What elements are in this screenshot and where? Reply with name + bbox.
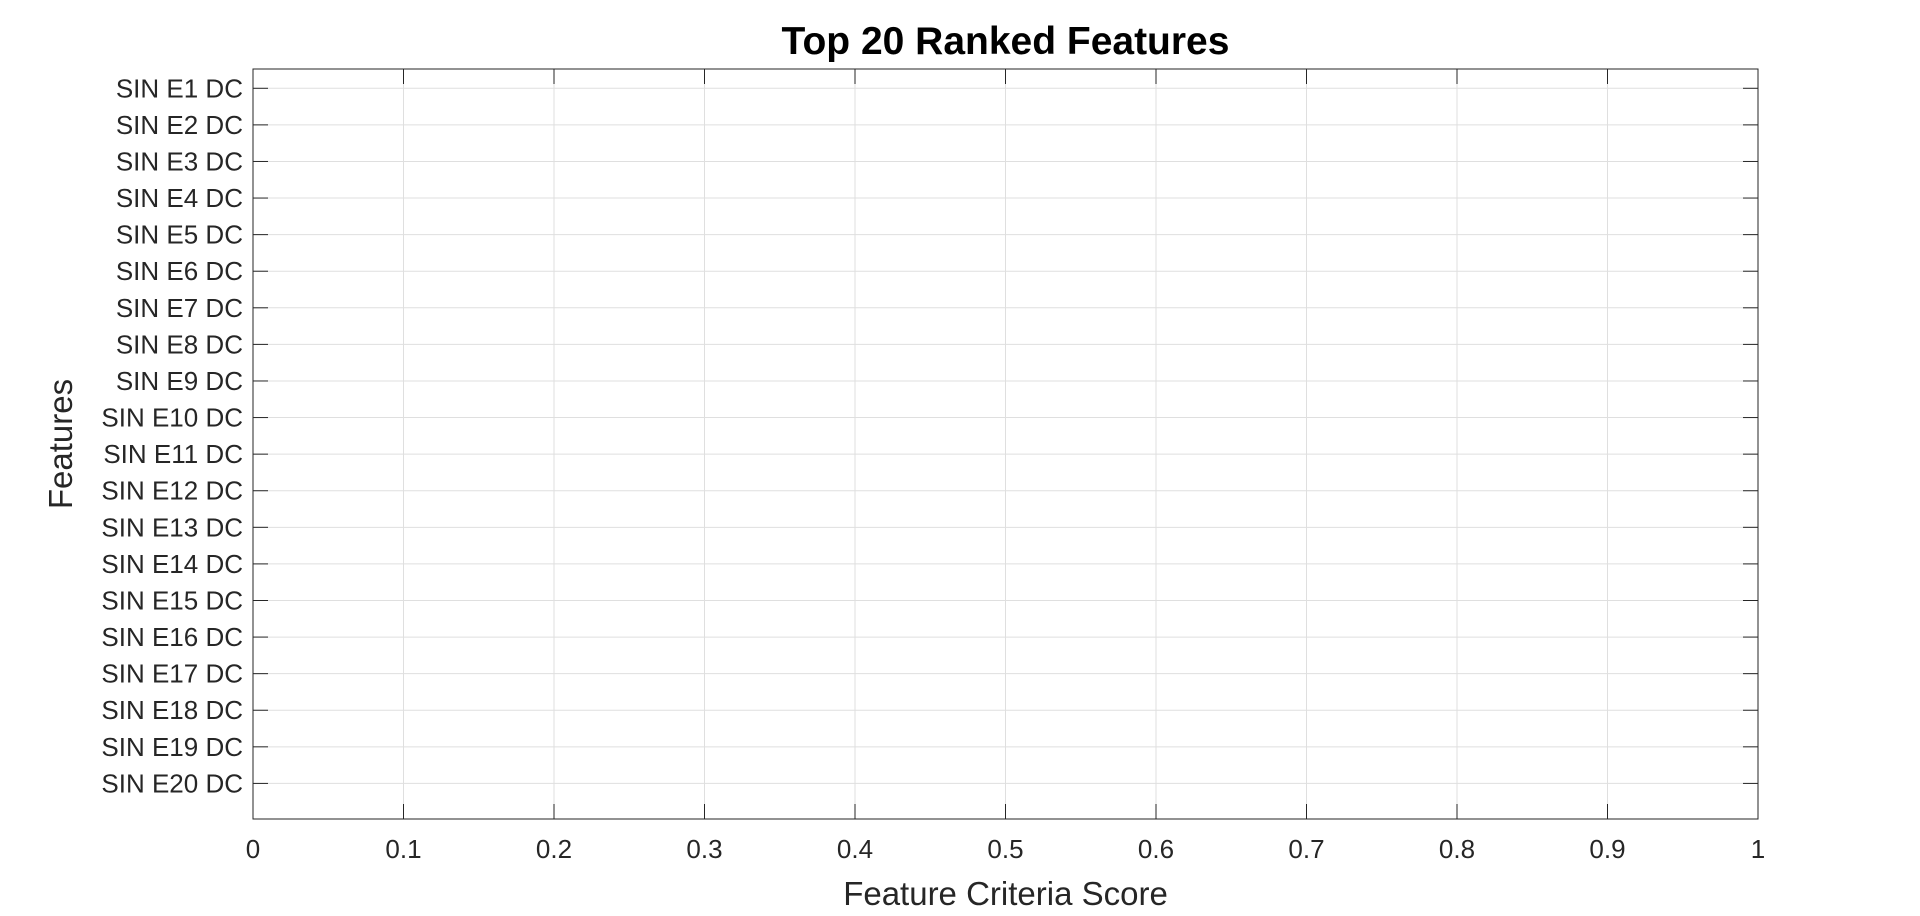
x-tick-label: 0.2 xyxy=(536,834,572,864)
x-axis-label: Feature Criteria Score xyxy=(843,875,1168,911)
y-tick-label: SIN E11 DC xyxy=(103,439,243,469)
y-tick-label: SIN E1 DC xyxy=(116,73,243,103)
x-tick-label: 0.5 xyxy=(987,834,1023,864)
y-tick-label: SIN E14 DC xyxy=(101,549,243,579)
y-tick-labels: SIN E1 DC SIN E2 DC SIN E3 DC SIN E4 DC SIN … xyxy=(101,73,243,798)
x-tick-label: 0.3 xyxy=(686,834,722,864)
y-tick-label: SIN E13 DC xyxy=(101,512,243,542)
y-tick-label: SIN E10 DC xyxy=(101,403,243,433)
y-tick-label: SIN E19 DC xyxy=(101,732,243,762)
x-tick-label: 0.7 xyxy=(1288,834,1324,864)
y-tick-label: SIN E16 DC xyxy=(101,622,243,652)
y-tick-label: SIN E15 DC xyxy=(101,585,243,615)
x-tick-labels: 0 0.1 0.2 0.3 0.4 0.5 0.6 0.7 0.8 0.9 1 xyxy=(246,834,1765,864)
y-tick-label: SIN E20 DC xyxy=(101,768,243,798)
y-tick-label: SIN E5 DC xyxy=(116,220,243,250)
y-tick-label: SIN E7 DC xyxy=(116,293,243,323)
y-tick-label: SIN E3 DC xyxy=(116,146,243,176)
grid-lines xyxy=(253,69,1758,819)
x-tick-label: 0.1 xyxy=(385,834,421,864)
x-tick-label: 0 xyxy=(246,834,260,864)
axis-ticks xyxy=(252,69,1759,819)
y-tick-label: SIN E12 DC xyxy=(101,476,243,506)
y-tick-label: SIN E18 DC xyxy=(101,695,243,725)
x-tick-label: 0.4 xyxy=(837,834,873,864)
x-tick-label: 0.8 xyxy=(1439,834,1475,864)
x-tick-label: 0.9 xyxy=(1589,834,1625,864)
y-axis-label: Features xyxy=(42,379,79,509)
y-tick-label: SIN E4 DC xyxy=(116,183,243,213)
x-tick-label: 0.6 xyxy=(1138,834,1174,864)
y-tick-label: SIN E2 DC xyxy=(116,110,243,140)
y-tick-label: SIN E9 DC xyxy=(116,366,243,396)
chart-title: Top 20 Ranked Features xyxy=(782,20,1230,63)
y-tick-label: SIN E6 DC xyxy=(116,256,243,286)
y-tick-label: SIN E17 DC xyxy=(101,659,243,689)
x-tick-label: 1 xyxy=(1751,834,1765,864)
y-tick-label: SIN E8 DC xyxy=(116,329,243,359)
